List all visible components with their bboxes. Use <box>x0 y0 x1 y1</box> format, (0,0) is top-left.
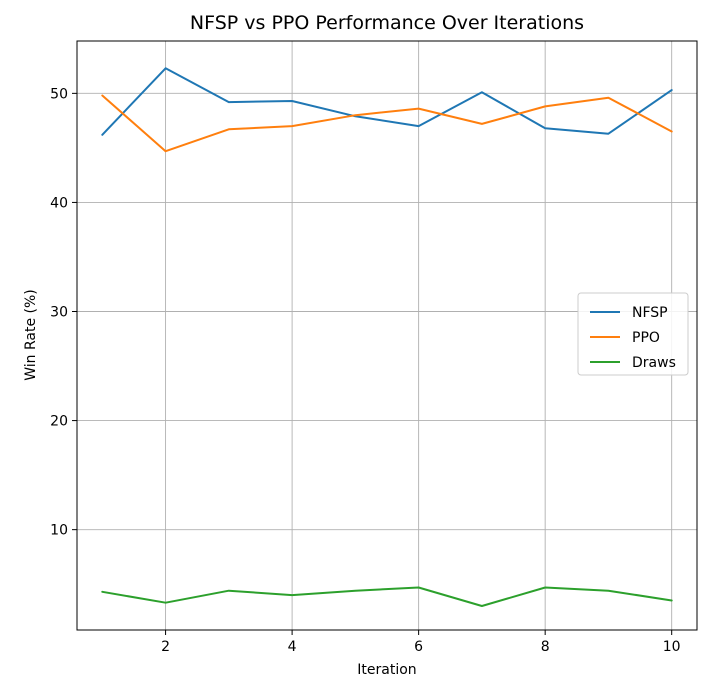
x-tick-label: 4 <box>288 639 297 655</box>
chart-title: NFSP vs PPO Performance Over Iterations <box>190 12 584 34</box>
legend: NFSP PPO Draws <box>577 292 689 376</box>
plot-area-frame <box>76 40 698 631</box>
grid-lines <box>77 41 697 630</box>
x-axis-label: Iteration <box>357 662 416 678</box>
series-line-draws <box>101 586 673 607</box>
legend-box <box>577 292 689 376</box>
x-axis-ticks: 2 4 6 8 10 <box>161 630 681 655</box>
series-lines <box>101 67 673 607</box>
y-tick-label: 20 <box>50 414 68 430</box>
legend-label-nfsp: NFSP <box>632 305 668 321</box>
y-tick-label: 50 <box>50 86 68 102</box>
y-axis-label: Win Rate (%) <box>23 289 39 381</box>
y-tick-label: 10 <box>50 523 68 539</box>
x-tick-label: 2 <box>161 639 170 655</box>
x-tick-label: 6 <box>414 639 423 655</box>
y-tick-label: 40 <box>50 195 68 211</box>
y-tick-label: 30 <box>50 305 68 321</box>
series-line-nfsp <box>101 67 673 136</box>
x-tick-label: 10 <box>663 639 681 655</box>
series-line-ppo <box>101 94 673 153</box>
legend-label-ppo: PPO <box>632 330 660 346</box>
legend-label-draws: Draws <box>632 355 676 371</box>
y-axis-ticks: 10 20 30 40 50 <box>50 86 77 539</box>
x-tick-label: 8 <box>541 639 550 655</box>
